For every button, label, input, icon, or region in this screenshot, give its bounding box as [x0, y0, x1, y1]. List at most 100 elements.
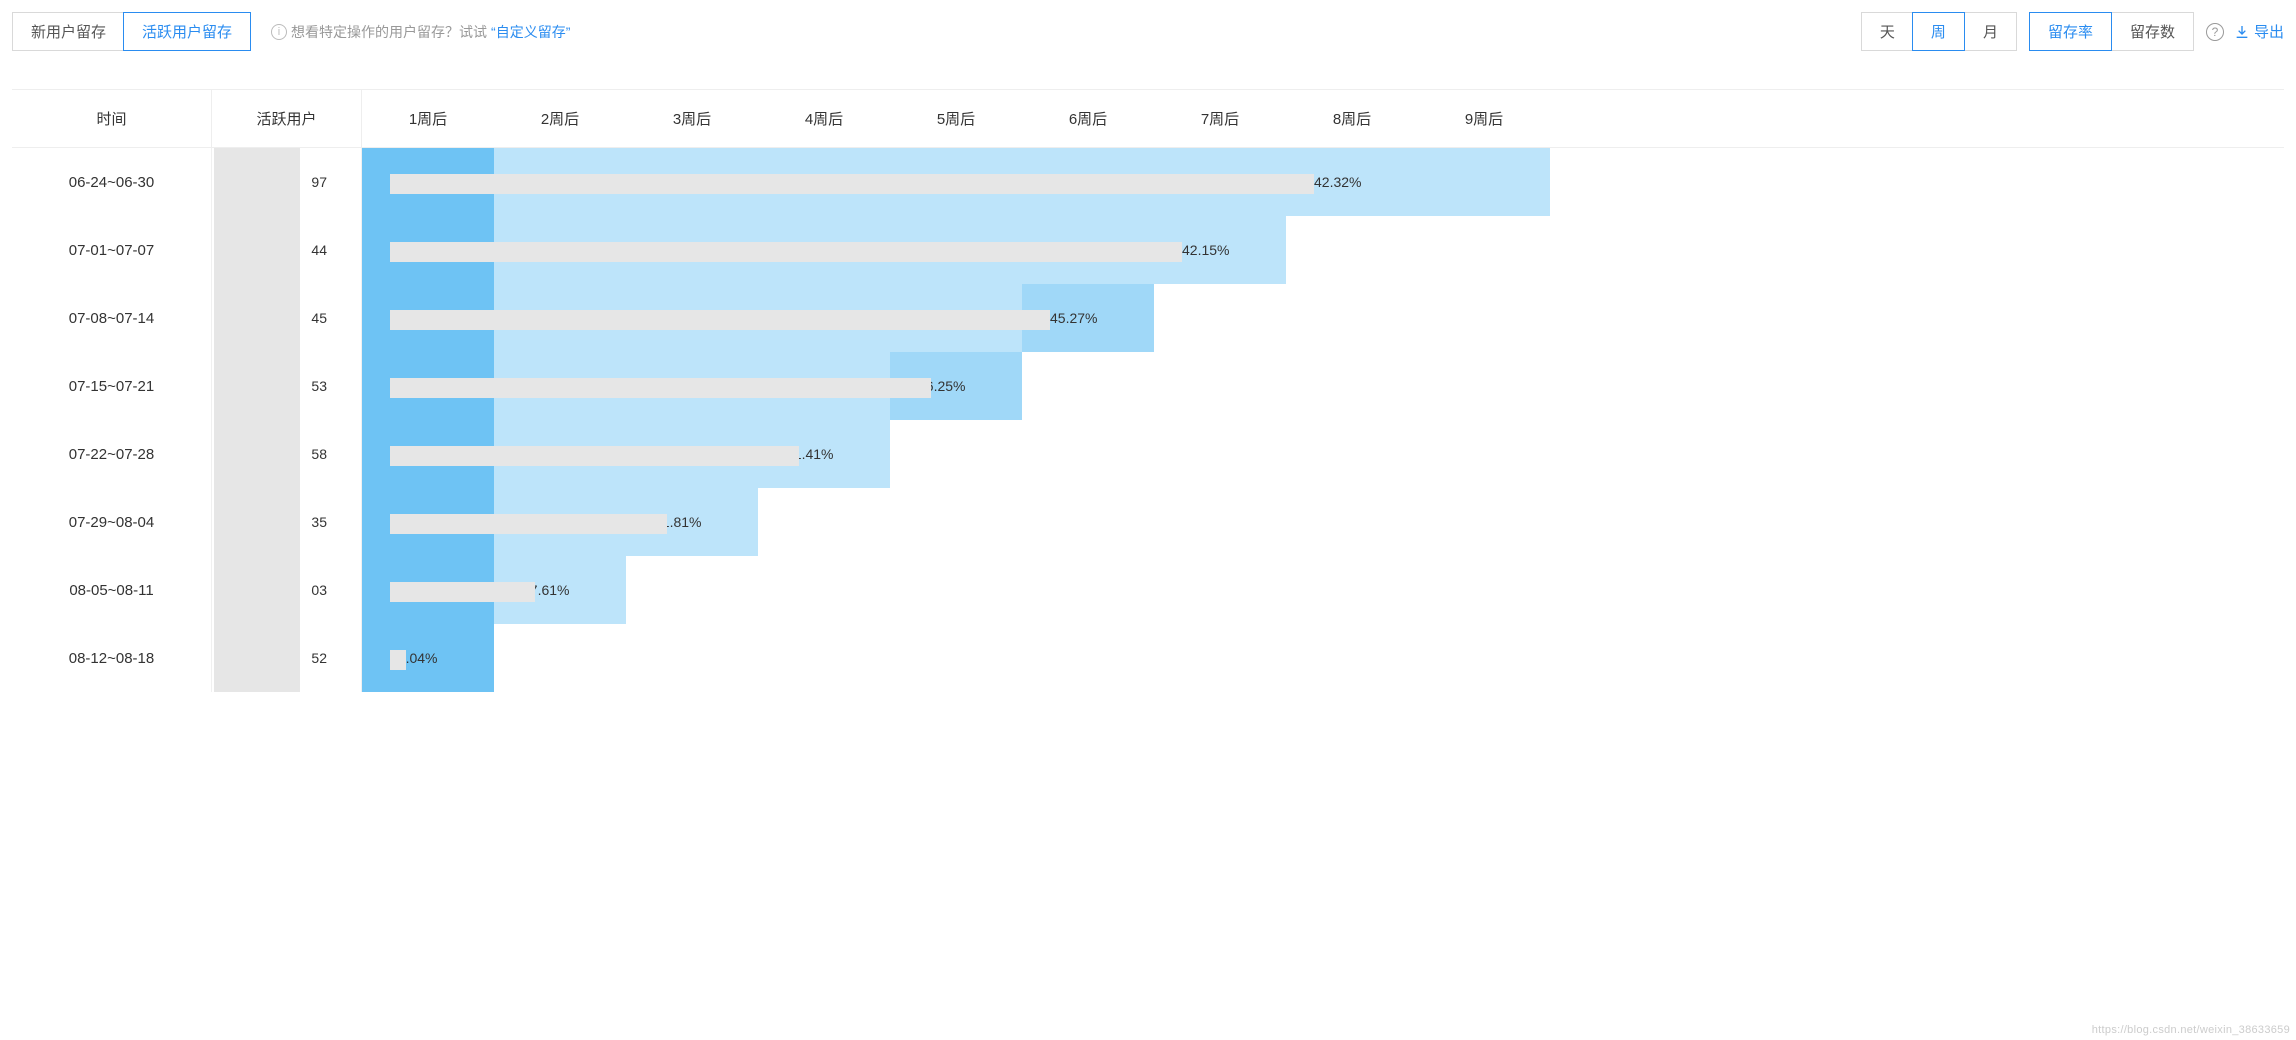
cell-retention — [1286, 352, 1418, 420]
cell-time: 07-08~07-14 — [12, 284, 212, 352]
col-week: 6周后 — [1022, 90, 1154, 147]
redaction — [214, 624, 300, 692]
redaction — [214, 284, 300, 352]
cell-retention — [1022, 352, 1154, 420]
users-value-suffix: 97 — [311, 174, 327, 190]
cell-retention: 65.05% — [362, 420, 494, 488]
cell-users: 52 — [212, 624, 362, 692]
cell-retention — [1418, 216, 1550, 284]
cell-retention: 50.04% — [362, 624, 494, 692]
users-value-suffix: 35 — [311, 514, 327, 530]
cell-retention: 62.07% — [362, 556, 494, 624]
col-week: 9周后 — [1418, 90, 1550, 147]
cell-retention — [1022, 420, 1154, 488]
cell-retention — [1286, 216, 1418, 284]
users-value-suffix: 03 — [311, 582, 327, 598]
cell-retention: 59.72% — [362, 488, 494, 556]
row-redaction-bar — [390, 378, 931, 398]
cohort-row: 08-12~08-18 52 50.04% — [12, 624, 2284, 692]
retention-value: 45.27% — [1050, 310, 1097, 326]
redaction — [214, 488, 300, 556]
cohort-table: 时间活跃用户1周后2周后3周后4周后5周后6周后7周后8周后9周后06-24~0… — [12, 89, 2284, 692]
cohort-row: 08-05~08-110362.07%57.61% — [12, 556, 2284, 624]
cell-retention — [758, 624, 890, 692]
cell-retention — [1022, 556, 1154, 624]
cell-time: 08-05~08-11 — [12, 556, 212, 624]
cell-users: 44 — [212, 216, 362, 284]
cell-retention — [626, 556, 758, 624]
cell-users: 45 — [212, 284, 362, 352]
help-icon[interactable]: ? — [2206, 23, 2224, 41]
row-redaction-bar — [390, 310, 1050, 330]
cell-retention — [890, 420, 1022, 488]
col-week: 1周后 — [362, 90, 494, 147]
hint-text: i 想看特定操作的用户留存？试试 “自定义留存” — [271, 22, 570, 42]
cell-retention — [1154, 284, 1286, 352]
cell-retention — [890, 488, 1022, 556]
metric-留存数[interactable]: 留存数 — [2111, 13, 2193, 50]
cohort-row: 07-22~07-285865.05%58.07%55.78%51.41% — [12, 420, 2284, 488]
granularity-group: 天周月 — [1861, 12, 2017, 51]
cell-retention — [1418, 284, 1550, 352]
type-tab-新用户留存[interactable]: 新用户留存 — [13, 13, 124, 50]
granularity-月[interactable]: 月 — [1964, 13, 2016, 50]
cell-retention — [758, 488, 890, 556]
export-button[interactable]: 导出 — [2234, 21, 2284, 42]
cell-users: 97 — [212, 148, 362, 216]
cell-retention — [494, 624, 626, 692]
col-week: 8周后 — [1286, 90, 1418, 147]
cell-retention — [1418, 420, 1550, 488]
cell-users: 53 — [212, 352, 362, 420]
cell-retention — [1418, 352, 1550, 420]
type-tab-活跃用户留存[interactable]: 活跃用户留存 — [123, 12, 251, 51]
cell-retention — [1154, 624, 1286, 692]
retention-value: 42.15% — [1182, 242, 1229, 258]
cell-retention: 61.97% — [362, 284, 494, 352]
cell-retention — [1286, 624, 1418, 692]
cell-retention — [1286, 556, 1418, 624]
cohort-row: 07-01~07-074463.44%54.97%50.54%47.31%44.… — [12, 216, 2284, 284]
cell-retention — [1418, 556, 1550, 624]
row-redaction-bar — [390, 514, 667, 534]
users-value-suffix: 53 — [311, 378, 327, 394]
cell-retention: 63.44% — [362, 216, 494, 284]
granularity-周[interactable]: 周 — [1912, 12, 1965, 51]
cohort-row: 07-08~07-144561.97%54.09%50.47%47.65%44.… — [12, 284, 2284, 352]
cell-time: 08-12~08-18 — [12, 624, 212, 692]
cohort-row: 07-15~07-215360.50%52.70%49.74%45.87%46.… — [12, 352, 2284, 420]
watermark: https://blog.csdn.net/weixin_38633659 — [2092, 1024, 2290, 1036]
cell-time: 07-29~08-04 — [12, 488, 212, 556]
redaction — [214, 148, 300, 216]
cell-retention — [758, 556, 890, 624]
col-users: 活跃用户 — [212, 90, 362, 147]
cell-retention — [890, 624, 1022, 692]
cell-retention — [1022, 624, 1154, 692]
cell-retention — [1286, 488, 1418, 556]
col-time: 时间 — [12, 90, 212, 147]
redaction — [214, 556, 300, 624]
cell-retention — [626, 624, 758, 692]
metric-留存率[interactable]: 留存率 — [2029, 12, 2112, 51]
users-value-suffix: 45 — [311, 310, 327, 326]
row-redaction-bar — [390, 446, 799, 466]
granularity-天[interactable]: 天 — [1862, 13, 1913, 50]
info-icon: i — [271, 24, 287, 40]
redaction — [214, 352, 300, 420]
redaction — [214, 420, 300, 488]
row-redaction-bar — [390, 582, 535, 602]
retention-value: 42.32% — [1314, 174, 1361, 190]
cell-retention — [1154, 352, 1286, 420]
users-value-suffix: 58 — [311, 446, 327, 462]
cell-time: 06-24~06-30 — [12, 148, 212, 216]
cell-time: 07-15~07-21 — [12, 352, 212, 420]
cell-retention — [1154, 556, 1286, 624]
hint-link[interactable]: “自定义留存” — [491, 22, 570, 42]
cell-time: 07-01~07-07 — [12, 216, 212, 284]
cell-retention — [1418, 624, 1550, 692]
users-value-suffix: 52 — [311, 650, 327, 666]
col-week: 7周后 — [1154, 90, 1286, 147]
type-tab-group: 新用户留存活跃用户留存 — [12, 12, 251, 51]
hint-prefix: 想看特定操作的用户留存？试试 — [291, 22, 487, 42]
cell-retention — [1154, 420, 1286, 488]
users-value-suffix: 44 — [311, 242, 327, 258]
